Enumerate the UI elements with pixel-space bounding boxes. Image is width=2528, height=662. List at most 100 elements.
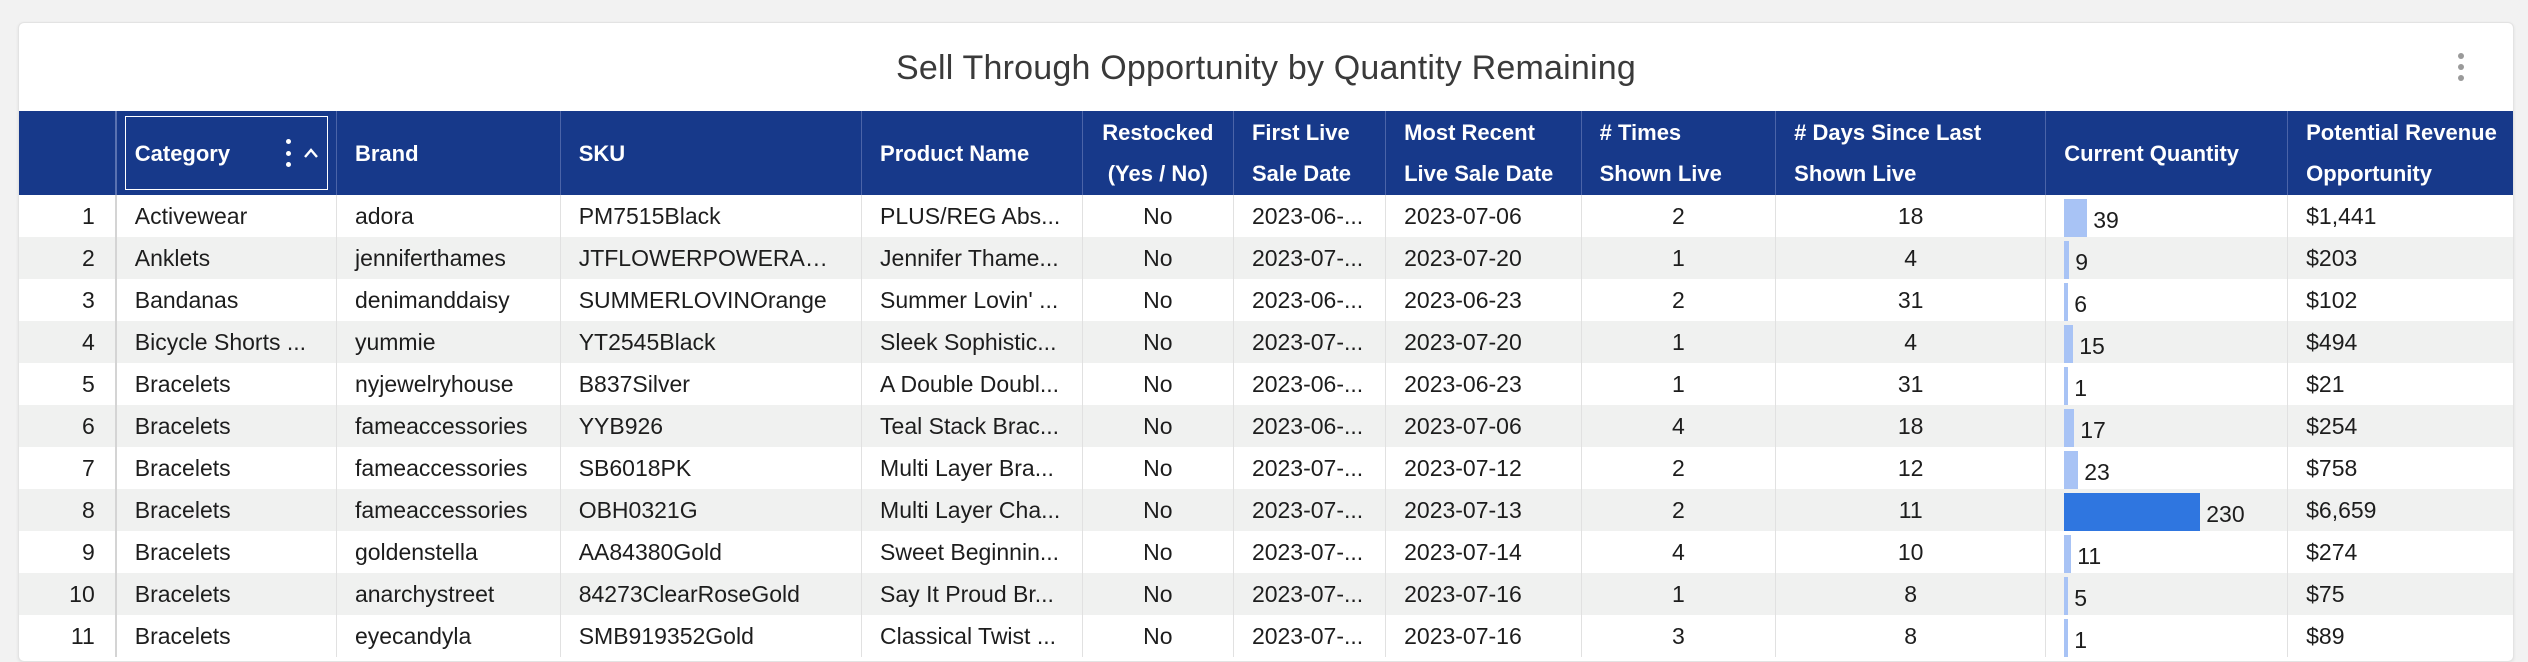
- cell-most-recent-live-sale-date: 2023-07-06: [1385, 405, 1582, 447]
- cell-sku: SMB919352Gold: [560, 615, 863, 657]
- cell-current-quantity: 5: [2045, 573, 2289, 615]
- column-header-category[interactable]: Category: [115, 111, 337, 195]
- cell-current-quantity: 17: [2045, 405, 2289, 447]
- cell-first-live-sale-date: 2023-07-...: [1233, 615, 1387, 657]
- cell-first-live-sale-date: 2023-07-...: [1233, 489, 1387, 531]
- cell-current-quantity: 11: [2045, 531, 2289, 573]
- cell-potential-revenue: $203: [2287, 237, 2513, 279]
- column-header-label: # Days Since Last: [1794, 120, 1982, 145]
- column-header-label: Product Name: [880, 140, 1030, 166]
- cell-first-live-sale-date: 2023-06-...: [1233, 405, 1387, 447]
- cell-product-name: Teal Stack Brac...: [861, 405, 1083, 447]
- cell-sku: SUMMERLOVINOrange: [560, 279, 863, 321]
- cell-product-name: Sleek Sophistic...: [861, 321, 1083, 363]
- cell-brand: eyecandyla: [336, 615, 561, 657]
- cell-category: Bicycle Shorts ...: [115, 321, 337, 363]
- column-header-times-shown-live[interactable]: # Times Shown Live: [1581, 111, 1777, 195]
- cell-times-shown-live: 4: [1581, 531, 1777, 573]
- column-header-current-quantity[interactable]: Current Quantity: [2045, 111, 2289, 195]
- card-menu-button[interactable]: [2451, 53, 2471, 93]
- cell-days-since-last-shown-live: 8: [1775, 615, 2047, 657]
- cell-most-recent-live-sale-date: 2023-06-23: [1385, 363, 1582, 405]
- quantity-value: 230: [2206, 501, 2245, 527]
- cell-days-since-last-shown-live: 10: [1775, 531, 2047, 573]
- chevron-up-icon[interactable]: [303, 145, 319, 161]
- table-row[interactable]: 7 Bracelets fameaccessories SB6018PK Multi L…: [19, 447, 2513, 489]
- cell-restocked: No: [1082, 573, 1234, 615]
- cell-category: Bracelets: [115, 615, 337, 657]
- cell-times-shown-live: 3: [1581, 615, 1777, 657]
- cell-brand: fameaccessories: [336, 447, 561, 489]
- cell-product-name: Multi Layer Bra...: [861, 447, 1083, 489]
- column-header-label: Shown Live: [1599, 161, 1722, 186]
- column-header-brand[interactable]: Brand: [336, 111, 561, 195]
- table-row[interactable]: 3 Bandanas denimanddaisy SUMMERLOVINOrange S…: [19, 279, 2513, 321]
- row-number: 6: [19, 405, 117, 447]
- cell-days-since-last-shown-live: 18: [1775, 405, 2047, 447]
- quantity-bar: [2064, 409, 2075, 447]
- cell-restocked: No: [1082, 279, 1234, 321]
- table-row[interactable]: 11 Bracelets eyecandyla SMB919352Gold Classi…: [19, 615, 2513, 657]
- cell-most-recent-live-sale-date: 2023-07-16: [1385, 615, 1582, 657]
- cell-potential-revenue: $254: [2287, 405, 2513, 447]
- quantity-bar: [2064, 325, 2074, 363]
- cell-most-recent-live-sale-date: 2023-07-13: [1385, 489, 1582, 531]
- column-header-restocked[interactable]: Restocked (Yes / No): [1082, 111, 1234, 195]
- table-row[interactable]: 8 Bracelets fameaccessories OBH0321G Multi L…: [19, 489, 2513, 531]
- cell-days-since-last-shown-live: 8: [1775, 573, 2047, 615]
- column-header-label: Brand: [354, 140, 419, 166]
- cell-days-since-last-shown-live: 31: [1775, 363, 2047, 405]
- cell-current-quantity: 15: [2045, 321, 2289, 363]
- cell-days-since-last-shown-live: 31: [1775, 279, 2047, 321]
- cell-restocked: No: [1082, 489, 1234, 531]
- cell-restocked: No: [1082, 531, 1234, 573]
- quantity-value: 23: [2084, 459, 2110, 485]
- cell-sku: SB6018PK: [560, 447, 863, 489]
- table-row[interactable]: 1 Activewear adora PM7515Black PLUS/REG Abs.…: [19, 195, 2513, 237]
- table-row[interactable]: 6 Bracelets fameaccessories YYB926 Teal Stac…: [19, 405, 2513, 447]
- cell-current-quantity: 39: [2045, 195, 2289, 237]
- cell-potential-revenue: $1,441: [2287, 195, 2513, 237]
- column-header-label: Category: [134, 140, 231, 166]
- cell-times-shown-live: 1: [1581, 321, 1777, 363]
- more-vertical-icon: [2458, 53, 2464, 59]
- table-row[interactable]: 5 Bracelets nyjewelryhouse B837Silver A Doub…: [19, 363, 2513, 405]
- cell-potential-revenue: $758: [2287, 447, 2513, 489]
- quantity-bar: [2064, 451, 2079, 489]
- column-header-sku[interactable]: SKU: [560, 111, 863, 195]
- column-header-potential-revenue-opportunity[interactable]: Potential Revenue Opportunity: [2287, 111, 2513, 195]
- table-card: Sell Through Opportunity by Quantity Rem…: [18, 22, 2514, 662]
- column-header-first-live-sale-date[interactable]: First Live Sale Date: [1233, 111, 1387, 195]
- cell-brand: fameaccessories: [336, 405, 561, 447]
- cell-category: Bracelets: [115, 573, 337, 615]
- cell-category: Bracelets: [115, 489, 337, 531]
- chart-title: Sell Through Opportunity by Quantity Rem…: [896, 49, 1636, 87]
- cell-restocked: No: [1082, 237, 1234, 279]
- cell-category: Bandanas: [115, 279, 337, 321]
- cell-category: Bracelets: [115, 447, 337, 489]
- cell-brand: goldenstella: [336, 531, 561, 573]
- table-row[interactable]: 2 Anklets jenniferthames JTFLOWERPOWERANKLE…: [19, 237, 2513, 279]
- table-row[interactable]: 9 Bracelets goldenstella AA84380Gold Sweet B…: [19, 531, 2513, 573]
- cell-brand: anarchystreet: [336, 573, 561, 615]
- header-row: Category Brand SKU Product Name Restocke…: [19, 111, 2513, 195]
- cell-category: Bracelets: [115, 363, 337, 405]
- cell-brand: nyjewelryhouse: [336, 363, 561, 405]
- cell-current-quantity: 23: [2045, 447, 2289, 489]
- quantity-bar: [2064, 241, 2070, 279]
- table-row[interactable]: 10 Bracelets anarchystreet 84273ClearRoseGo…: [19, 573, 2513, 615]
- cell-days-since-last-shown-live: 4: [1775, 321, 2047, 363]
- column-header-label: Current Quantity: [2064, 140, 2240, 166]
- cell-most-recent-live-sale-date: 2023-07-20: [1385, 321, 1582, 363]
- cell-sku: YT2545Black: [560, 321, 863, 363]
- cell-sku: 84273ClearRoseGold: [560, 573, 863, 615]
- column-header-days-since-last-shown-live[interactable]: # Days Since Last Shown Live: [1775, 111, 2047, 195]
- column-header-product-name[interactable]: Product Name: [861, 111, 1083, 195]
- quantity-bar: [2064, 577, 2069, 615]
- table-row[interactable]: 4 Bicycle Shorts ... yummie YT2545Black Slee…: [19, 321, 2513, 363]
- column-header-most-recent-live-sale-date[interactable]: Most Recent Live Sale Date: [1385, 111, 1582, 195]
- column-header-label: # Times: [1599, 120, 1682, 145]
- more-vertical-icon[interactable]: [285, 139, 293, 167]
- column-header-label: Sale Date: [1251, 161, 1351, 186]
- cell-potential-revenue: $6,659: [2287, 489, 2513, 531]
